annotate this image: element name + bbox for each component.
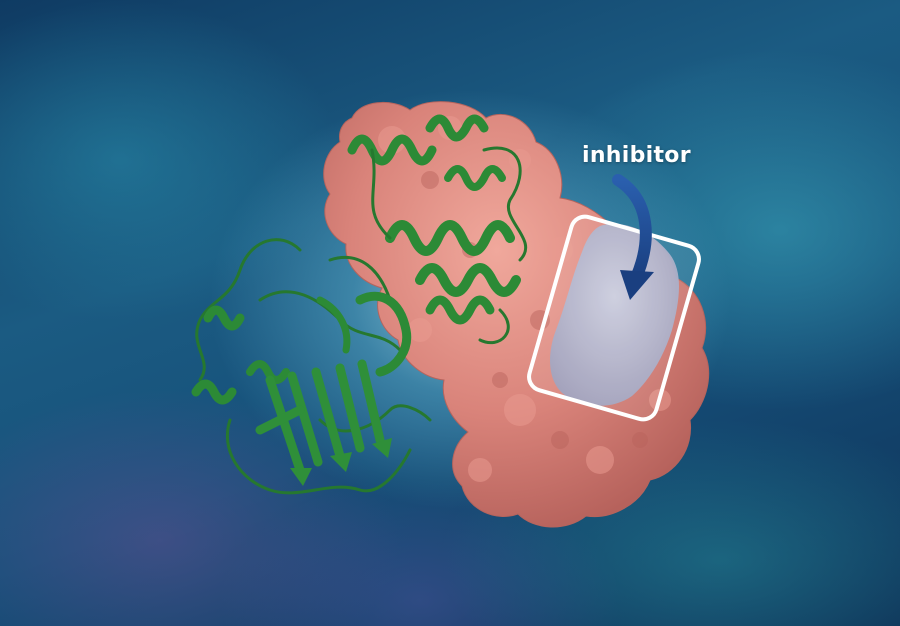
binding-site-highlight-box bbox=[527, 214, 701, 422]
binding-site bbox=[550, 223, 679, 406]
inhibitor-arrow bbox=[612, 174, 654, 300]
ribbon-protein bbox=[191, 114, 528, 495]
inhibitor-label: inhibitor bbox=[582, 143, 691, 168]
